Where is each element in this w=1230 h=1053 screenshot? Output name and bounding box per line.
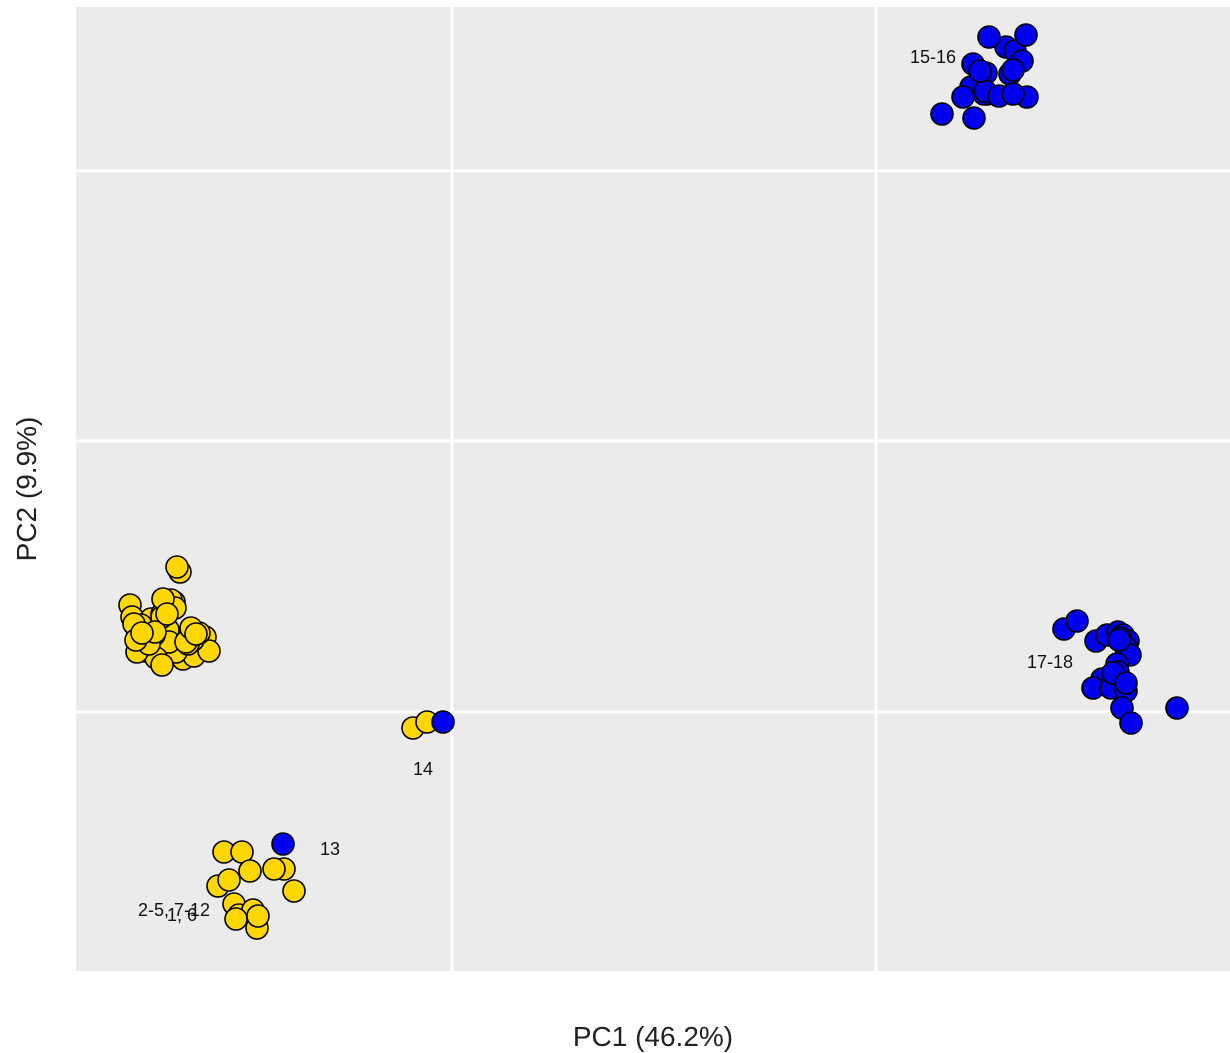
- cluster-label: 2-5, 7-12: [138, 900, 210, 920]
- blue-data-point: [977, 25, 1001, 49]
- blue-data-point: [1001, 82, 1025, 106]
- blue-data-point: [1165, 696, 1189, 720]
- data-points: [118, 23, 1189, 940]
- yellow-data-point: [130, 621, 154, 645]
- yellow-data-point: [246, 904, 270, 928]
- blue-data-point: [1014, 23, 1038, 47]
- cluster-label: 1, 6: [167, 905, 197, 925]
- blue-data-point: [968, 59, 992, 83]
- yellow-data-point: [238, 859, 262, 883]
- yellow-data-point: [217, 868, 241, 892]
- x-axis-title: PC1 (46.2%): [573, 1021, 733, 1052]
- cluster-labels: 14 2-5, 7-12 15-16 17-18 13 1, 6: [138, 47, 1073, 925]
- yellow-data-point: [197, 639, 221, 663]
- yellow-data-point: [150, 653, 174, 677]
- grid-lines: [76, 7, 1230, 971]
- blue-data-point: [1119, 711, 1143, 735]
- blue-data-point: [1065, 609, 1089, 633]
- cluster-label: 15-16: [910, 47, 956, 67]
- yellow-data-point: [165, 555, 189, 579]
- cluster-label: 17-18: [1027, 652, 1073, 672]
- yellow-data-point: [282, 879, 306, 903]
- yellow-data-point: [155, 602, 179, 626]
- blue-data-point: [951, 85, 975, 109]
- cluster-label: 13: [320, 839, 340, 859]
- plot-panel: [76, 7, 1230, 971]
- blue-data-point: [1114, 671, 1138, 695]
- yellow-data-point: [224, 907, 248, 931]
- y-axis-title: PC2 (9.9%): [11, 417, 42, 562]
- cluster-label: 14: [413, 759, 433, 779]
- yellow-data-point: [262, 857, 286, 881]
- blue-data-point: [930, 102, 954, 126]
- blue-data-point: [271, 832, 295, 856]
- blue-data-point: [431, 710, 455, 734]
- blue-data-point: [1001, 58, 1025, 82]
- yellow-data-point: [184, 622, 208, 646]
- blue-data-point: [1107, 628, 1131, 652]
- blue-data-point: [962, 106, 986, 130]
